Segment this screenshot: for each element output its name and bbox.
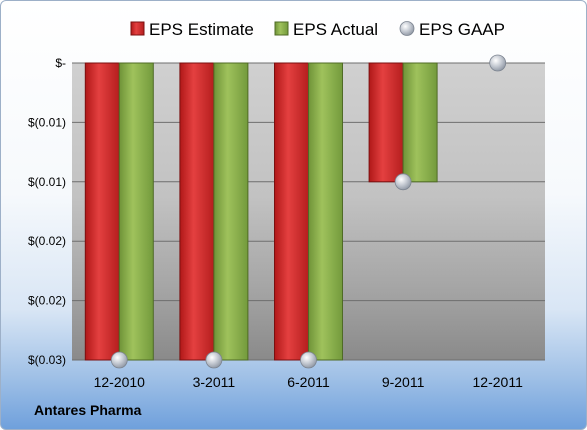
eps-gaap-marker — [205, 351, 223, 369]
legend-swatch — [274, 21, 289, 36]
eps-estimate-bar — [84, 62, 120, 361]
x-tick-label: 9-2011 — [382, 374, 425, 390]
legend-label: EPS GAAP — [419, 20, 505, 39]
eps-gaap-marker — [110, 351, 128, 369]
x-tick-label: 12-2011 — [473, 374, 524, 390]
x-tick-label: 12-2010 — [94, 374, 146, 390]
eps-gaap-marker — [489, 54, 507, 72]
y-tick-label: $(0.02) — [28, 294, 66, 308]
x-tick-label: 3-2011 — [193, 374, 236, 390]
y-tick-label: $(0.02) — [28, 234, 66, 248]
eps-estimate-bar — [274, 62, 309, 361]
eps-gaap-marker — [300, 351, 317, 369]
eps-actual-bar — [213, 62, 249, 361]
eps-actual-bar — [118, 62, 154, 361]
gaap-markers — [110, 54, 507, 369]
x-axis: 12-2010 3-2011 6-2011 9-2011 12-2011 — [94, 374, 523, 390]
y-axis: $- $(0.01) $(0.01) $(0.02) $(0.02) $(0.03) — [28, 56, 66, 367]
y-tick-label: $(0.03) — [28, 353, 66, 367]
eps-actual-bar — [308, 62, 343, 361]
legend-label: EPS Actual — [293, 20, 378, 39]
legend: EPS Estimate EPS Actual EPS GAAP — [130, 20, 505, 39]
y-tick-label: $- — [55, 56, 66, 70]
legend-label: EPS Estimate — [149, 20, 254, 39]
bars-group — [84, 62, 438, 361]
legend-swatch — [130, 21, 145, 36]
legend-swatch — [399, 21, 415, 36]
x-tick-label: 6-2011 — [287, 374, 330, 390]
eps-estimate-bar — [179, 62, 215, 361]
eps-gaap-marker — [394, 173, 412, 191]
y-tick-label: $(0.01) — [28, 115, 66, 129]
y-tick-label: $(0.01) — [28, 175, 66, 189]
company-name: Antares Pharma — [34, 402, 142, 418]
eps-estimate-bar — [368, 62, 404, 183]
eps-actual-bar — [402, 62, 438, 183]
